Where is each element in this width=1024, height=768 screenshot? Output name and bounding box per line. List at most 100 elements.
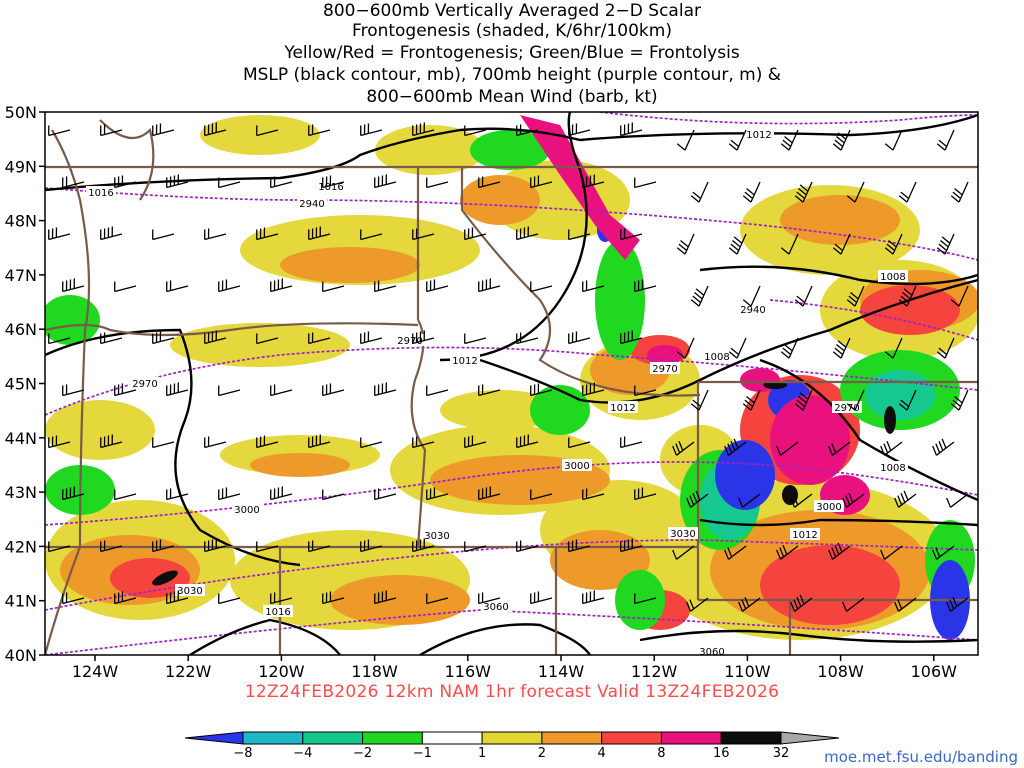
wind-barb (48, 333, 71, 345)
wind-barb (568, 123, 591, 137)
svg-text:3030: 3030 (177, 586, 202, 597)
wind-barb (530, 383, 553, 397)
wind-barb (950, 181, 969, 203)
wind-barb (62, 278, 85, 293)
wind-barb (478, 486, 501, 501)
wind-barb (464, 333, 487, 345)
mslp-label: 1012 (608, 401, 638, 414)
colorbar-swatch (660, 731, 722, 745)
wind-barb (464, 125, 487, 137)
wind-barb (884, 233, 903, 255)
mslp-label: 1012 (450, 354, 480, 367)
wind-barb (152, 437, 175, 449)
colorbar-swatch (242, 731, 304, 745)
svg-text:3000: 3000 (234, 505, 259, 516)
wind-barb (464, 435, 487, 449)
wind-barb (114, 281, 137, 293)
credit-url[interactable]: moe.met.fsu.edu/banding (824, 748, 1018, 766)
wind-barb (620, 538, 643, 553)
colorbar-tick-label: 8 (657, 746, 666, 761)
wind-barb (204, 330, 227, 345)
svg-text:1012: 1012 (792, 530, 817, 541)
height-label: 3000 (814, 500, 844, 513)
wind-barb (516, 124, 539, 137)
wind-barb (728, 129, 747, 151)
latitude-axis: 50N 49N 48N 47N 46N 45N 44N 43N 42N 41N 40N (5, 103, 45, 665)
wind-barb (898, 181, 917, 203)
wind-barb (322, 175, 345, 189)
wind-barb (322, 591, 345, 605)
wind-barb (114, 591, 137, 605)
wind-barb (634, 177, 657, 189)
wind-barb (676, 233, 695, 255)
wind-barb (270, 486, 293, 501)
wind-barb (530, 591, 553, 605)
lat-tick-label: 50N (5, 103, 37, 122)
wind-barb (166, 590, 189, 605)
lon-tick-label: 120W (258, 662, 305, 681)
wind-barb (412, 538, 435, 553)
wind-barb (946, 493, 969, 508)
wind-barb (790, 594, 813, 612)
wind-barb (166, 382, 189, 397)
wind-barb (950, 285, 969, 307)
wind-barb (374, 280, 397, 293)
wind-barb (166, 280, 189, 293)
wind-barb (516, 226, 539, 241)
wind-barb (568, 229, 591, 241)
wind-barb (742, 181, 761, 203)
wind-barb (780, 129, 799, 151)
wind-barb (360, 539, 383, 553)
lon-tick-label: 116W (445, 662, 492, 681)
height-label: 2940 (297, 197, 327, 210)
wind-barb (270, 176, 293, 189)
wind-barb (218, 177, 241, 189)
lat-tick-label: 48N (5, 212, 37, 231)
wind-barb (582, 590, 605, 605)
lat-tick-label: 46N (5, 320, 37, 339)
height-label: 3000 (562, 459, 592, 472)
colorbar-tick-label: 2 (537, 746, 547, 761)
wind-barb (478, 592, 501, 605)
wind-barb (218, 385, 241, 397)
svg-text:3000: 3000 (816, 502, 841, 513)
title-line-2: Frontogenesis (shaded, K/6hr/100km) (352, 21, 672, 41)
wind-barb (204, 538, 227, 553)
wind-barb (426, 177, 449, 189)
wind-barb (946, 597, 969, 612)
wind-barb (932, 438, 955, 456)
wind-barb (620, 330, 643, 345)
colorbar-swatch (601, 731, 662, 745)
state-boundaries (45, 119, 978, 655)
wind-barb (426, 279, 449, 293)
wind-barb (308, 434, 331, 449)
wind-barb (270, 592, 293, 605)
height-label: 3060 (481, 600, 511, 613)
mslp-label: 1012 (790, 528, 820, 541)
wind-barb (582, 488, 605, 501)
colorbar-low-arrow (184, 731, 244, 745)
wind-barb (568, 331, 591, 345)
wind-barb (846, 285, 865, 307)
wind-barb (218, 279, 241, 293)
wind-barb (832, 337, 851, 359)
wind-barb (256, 227, 279, 241)
wind-barb (166, 174, 189, 189)
svg-text:3060: 3060 (699, 647, 724, 658)
colorbar-swatch (541, 731, 603, 745)
colorbar-tick-label: −8 (233, 746, 253, 761)
wind-barb (516, 540, 539, 553)
wind-barb (152, 331, 175, 345)
lat-tick-label: 41N (5, 592, 37, 611)
svg-text:1016: 1016 (318, 182, 343, 193)
wind-barb (828, 542, 851, 560)
wind-barb (634, 279, 657, 293)
wind-barb (582, 280, 605, 293)
wind-barb (728, 337, 747, 359)
wind-barb (374, 174, 397, 189)
svg-text:3060: 3060 (483, 602, 508, 613)
wind-barb (738, 493, 761, 508)
title-line-3: Yellow/Red = Frontogenesis; Green/Blue =… (284, 43, 740, 63)
wind-barb (728, 233, 747, 255)
